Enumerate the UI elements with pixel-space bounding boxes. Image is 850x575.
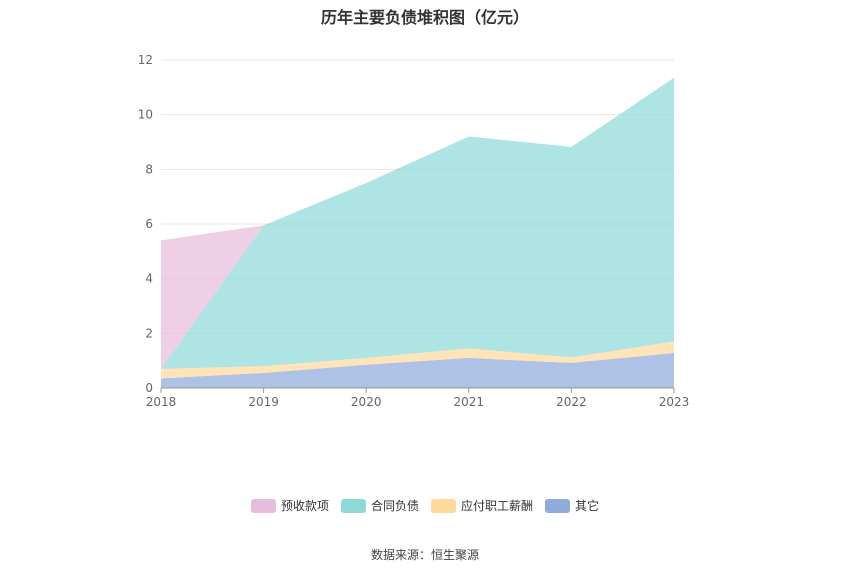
legend-swatch	[431, 498, 456, 513]
y-tick-label: 2	[145, 326, 153, 340]
area-应付职工薪酬	[161, 341, 674, 379]
x-tick-label: 2023	[659, 395, 690, 409]
legend-label: 预收款项	[280, 499, 329, 513]
legend-item[interactable]: 合同负债	[340, 497, 419, 514]
legend-swatch	[340, 498, 366, 513]
legend-label: 应付职工薪酬	[461, 499, 534, 513]
x-tick-label: 2018	[146, 395, 177, 409]
chart-title: 历年主要负债堆积图（亿元）	[320, 8, 529, 27]
y-tick-label: 0	[145, 381, 153, 395]
y-tick-label: 8	[145, 162, 153, 176]
legend-label: 其它	[575, 499, 600, 513]
y-tick-label: 10	[138, 108, 153, 122]
legend-item[interactable]: 应付职工薪酬	[431, 497, 533, 514]
x-tick-label: 2020	[351, 395, 382, 409]
area-其它	[161, 353, 674, 388]
y-tick-label: 6	[145, 217, 153, 231]
x-tick-label: 2022	[556, 395, 587, 409]
legend-swatch	[545, 498, 571, 513]
legend-item[interactable]: 预收款项	[250, 497, 329, 514]
x-tick-label: 2019	[248, 395, 279, 409]
source-text: 数据来源：恒生聚源	[370, 548, 479, 562]
y-tick-label: 4	[145, 272, 153, 286]
y-tick-label: 12	[138, 53, 153, 67]
area-合同负债	[161, 77, 674, 369]
x-tick-label: 2021	[454, 395, 485, 409]
axes: 0 2 4 6 8 10 12 2018 2019 2020 2021 2022 2023	[138, 53, 690, 409]
legend: 预收款项 合同负债 应付职工薪酬 其它	[0, 497, 850, 514]
legend-swatch	[250, 498, 276, 513]
legend-item[interactable]: 其它	[545, 497, 599, 514]
legend-label: 合同负债	[370, 499, 419, 513]
area-series	[161, 77, 674, 388]
